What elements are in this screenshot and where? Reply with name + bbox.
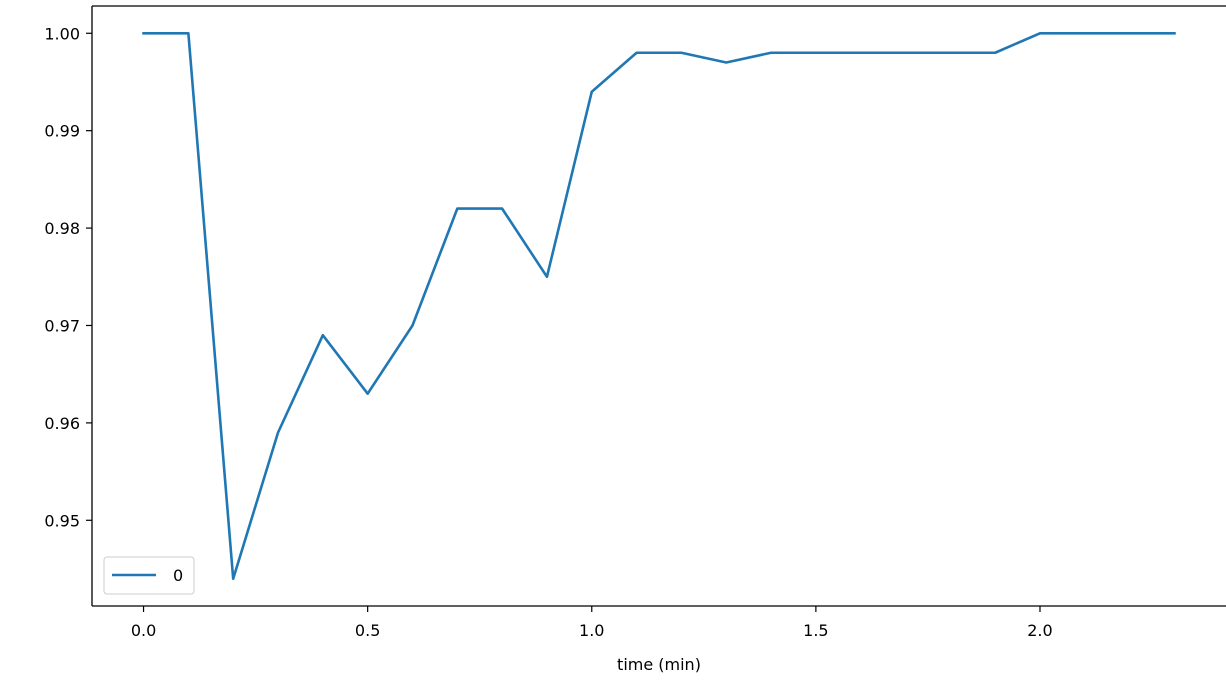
x-tick-label: 0.5 — [355, 621, 380, 640]
x-tick-label: 1.5 — [803, 621, 828, 640]
x-tick-label: 2.0 — [1027, 621, 1052, 640]
plot-area — [91, 5, 1226, 607]
y-axis-ticks: 0.95 0.96 0.97 0.98 0.99 1.00 — [44, 24, 92, 530]
y-tick-label: 0.96 — [44, 414, 80, 433]
y-tick-label: 1.00 — [44, 24, 80, 43]
y-tick-label: 0.98 — [44, 219, 80, 238]
y-tick-label: 0.97 — [44, 316, 80, 335]
y-tick-label: 0.99 — [44, 122, 80, 141]
legend: 0 — [103, 556, 195, 595]
series-line-0 — [142, 31, 1176, 581]
y-tick-label: 0.95 — [44, 511, 80, 530]
legend-label: 0 — [173, 566, 183, 585]
x-tick-label: 1.0 — [579, 621, 604, 640]
x-tick-label: 0.0 — [131, 621, 156, 640]
x-axis-ticks: 0.0 0.5 1.0 1.5 2.0 — [131, 606, 1053, 640]
x-axis-label: time (min) — [617, 655, 701, 674]
